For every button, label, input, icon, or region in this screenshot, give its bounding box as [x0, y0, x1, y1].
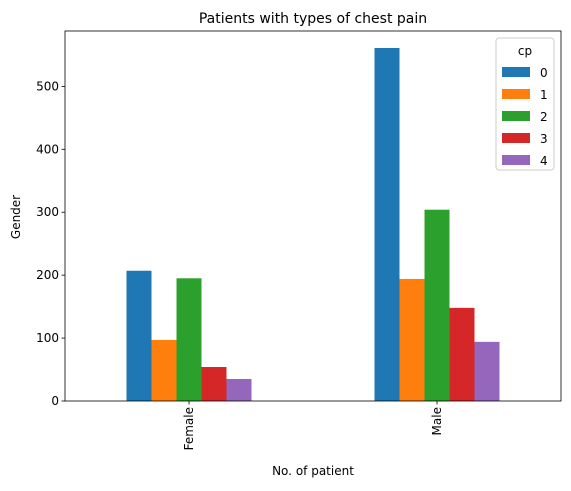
bar-male-cp-2: [424, 209, 450, 401]
legend-swatch-cp-4: [502, 155, 530, 165]
legend-label-cp-0: 0: [540, 66, 548, 80]
x-tick-label-male: Male: [430, 407, 444, 435]
bar-female-cp-3: [201, 367, 227, 401]
y-tick-label: 300: [36, 205, 59, 219]
chart-title: Patients with types of chest pain: [199, 11, 427, 27]
bar-male-cp-4: [474, 341, 500, 401]
x-tick-label-female: Female: [182, 407, 196, 450]
y-tick-label: 0: [51, 394, 59, 408]
bar-male-cp-0: [374, 47, 400, 401]
bar-female-cp-4: [226, 378, 252, 401]
legend-label-cp-1: 1: [540, 88, 548, 102]
y-tick-label: 500: [36, 79, 59, 93]
bar-male-cp-3: [449, 307, 475, 401]
bar-female-cp-0: [126, 270, 152, 401]
legend-swatch-cp-1: [502, 89, 530, 99]
legend-label-cp-4: 4: [540, 154, 548, 168]
legend: cp 0 1 2 3 4: [495, 37, 555, 171]
legend-label-cp-3: 3: [540, 132, 548, 146]
bar-male-cp-1: [399, 278, 425, 401]
bar-female-cp-2: [176, 278, 202, 401]
y-tick-label: 200: [36, 268, 59, 282]
legend-swatch-cp-3: [502, 133, 530, 143]
legend-title: cp: [518, 44, 532, 58]
bars-group: [126, 47, 500, 401]
bar-female-cp-1: [151, 339, 177, 401]
plot-frame: [64, 30, 562, 402]
x-axis-label: No. of patient: [272, 464, 354, 478]
y-tick-label: 100: [36, 331, 59, 345]
y-axis-label: Gender: [9, 195, 23, 239]
legend-label-cp-2: 2: [540, 110, 548, 124]
y-tick-label: 400: [36, 142, 59, 156]
legend-swatch-cp-0: [502, 67, 530, 77]
legend-swatch-cp-2: [502, 111, 530, 121]
